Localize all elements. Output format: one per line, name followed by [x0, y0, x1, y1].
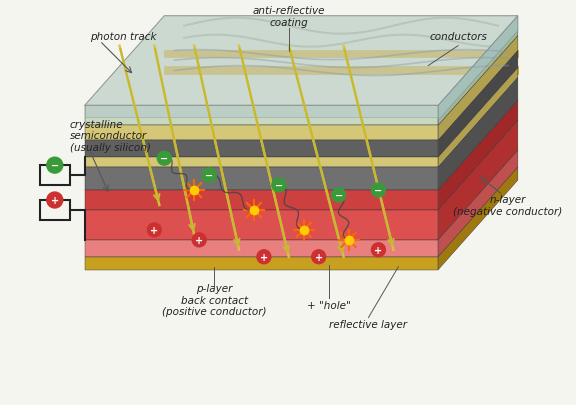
Text: +: +: [314, 252, 323, 262]
Bar: [40, 200, 70, 220]
Circle shape: [312, 250, 325, 264]
Text: +: +: [150, 225, 158, 235]
Text: conductors: conductors: [429, 32, 487, 42]
Circle shape: [157, 152, 171, 166]
Polygon shape: [85, 106, 438, 126]
Text: reflective layer: reflective layer: [329, 320, 407, 330]
Polygon shape: [85, 168, 438, 191]
Polygon shape: [85, 17, 518, 106]
Polygon shape: [438, 101, 518, 211]
Circle shape: [372, 183, 385, 198]
Text: photon track: photon track: [90, 32, 156, 42]
Text: +: +: [195, 235, 203, 245]
Polygon shape: [85, 106, 438, 118]
Text: −: −: [374, 185, 382, 196]
Polygon shape: [438, 68, 518, 168]
Polygon shape: [438, 168, 518, 270]
Circle shape: [332, 189, 346, 202]
Polygon shape: [438, 51, 518, 158]
Polygon shape: [438, 36, 518, 141]
Text: +: +: [374, 245, 382, 255]
Polygon shape: [85, 141, 438, 158]
Circle shape: [257, 250, 271, 264]
Text: + "hole": + "hole": [307, 300, 351, 310]
Text: −: −: [51, 161, 59, 171]
Polygon shape: [85, 240, 438, 257]
Polygon shape: [438, 78, 518, 191]
Polygon shape: [85, 158, 438, 168]
Text: −: −: [205, 171, 213, 181]
Circle shape: [372, 243, 385, 257]
Circle shape: [147, 224, 161, 237]
Polygon shape: [438, 17, 518, 121]
Text: −: −: [335, 191, 343, 200]
Circle shape: [192, 233, 206, 247]
Text: p-layer
back contact
(positive conductor): p-layer back contact (positive conductor…: [162, 284, 266, 316]
Polygon shape: [85, 191, 438, 211]
Polygon shape: [85, 211, 438, 240]
Polygon shape: [85, 257, 438, 270]
Polygon shape: [438, 17, 518, 126]
Circle shape: [47, 158, 63, 174]
Text: anti-reflective
coating: anti-reflective coating: [252, 6, 325, 28]
Circle shape: [272, 179, 286, 192]
Text: −: −: [275, 181, 283, 191]
Text: −: −: [160, 154, 168, 164]
Text: +: +: [51, 196, 59, 205]
Polygon shape: [85, 126, 438, 141]
Circle shape: [47, 192, 63, 209]
Circle shape: [202, 169, 216, 183]
Text: crystalline
semiconductor
(usually silicon): crystalline semiconductor (usually silic…: [70, 119, 150, 153]
Bar: [40, 166, 70, 185]
Polygon shape: [164, 67, 518, 75]
Polygon shape: [438, 151, 518, 257]
Polygon shape: [438, 121, 518, 240]
Text: +: +: [260, 252, 268, 262]
Text: n-layer
(negative conductor): n-layer (negative conductor): [453, 195, 563, 216]
Polygon shape: [164, 50, 518, 58]
Polygon shape: [85, 17, 518, 106]
